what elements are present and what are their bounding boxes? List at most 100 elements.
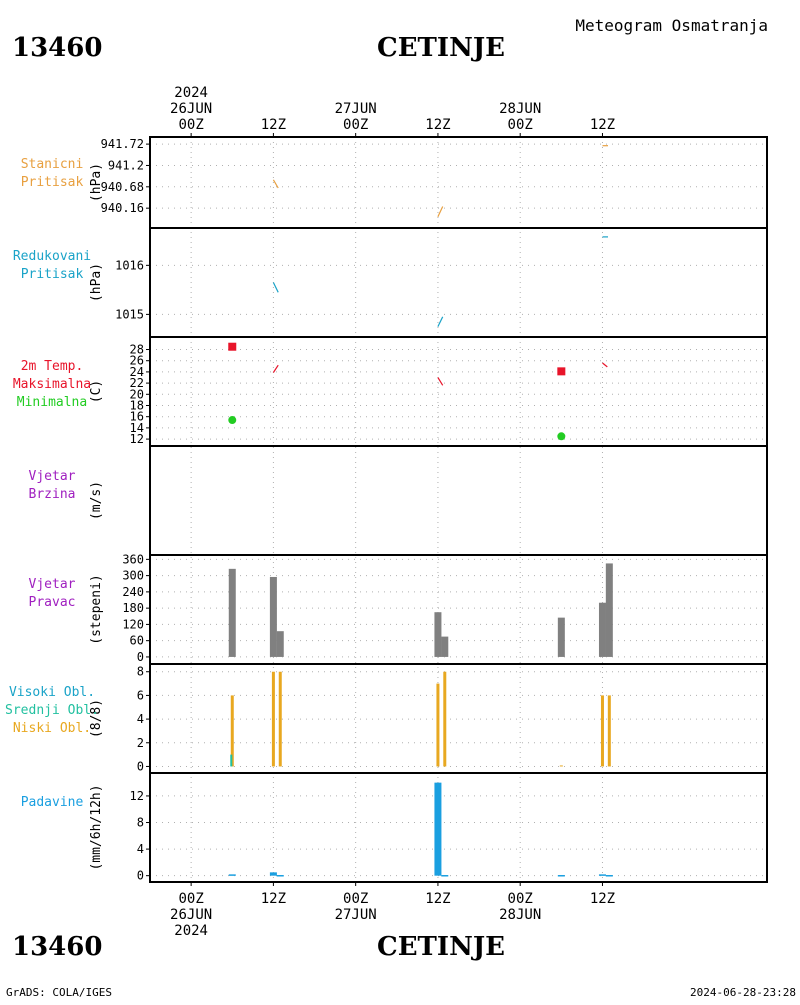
panel-label: Pritisak [21,267,84,282]
panel-label: 2m Temp. [21,359,84,374]
y-tick-label: 14 [130,421,144,435]
series-segment [437,377,444,386]
time-tick-label-bottom: 12Z [425,891,450,907]
precip-bar [441,875,449,877]
precip-bar [557,875,565,877]
time-tick-label-top: 28JUN [499,101,541,117]
y-tick-label: 26 [130,354,144,368]
time-tick-label-top: 27JUN [335,101,377,117]
low-cloud-bar [271,671,275,767]
y-axis-label: (C) [89,380,104,403]
y-tick-label: 4 [137,842,144,856]
y-axis-label: (m/s) [89,481,104,520]
panel-label: Pravac [29,595,76,610]
low-cloud-bar [436,683,440,767]
y-axis-label: (8/8) [89,699,104,738]
y-axis-label: (mm/6h/12h) [89,784,104,870]
panel-frame [149,445,768,556]
wind-direction-bar [598,602,606,657]
mid-cloud-bar [230,754,233,767]
series-segment [602,362,608,368]
time-tick-label-top: 00Z [508,117,533,133]
time-tick-label-top: 12Z [590,117,615,133]
low-cloud-bar [607,695,611,767]
series-segment [272,364,279,373]
y-tick-label: 60 [130,634,144,648]
station-name-bottom: CETINJE [377,932,505,962]
series-segment [272,282,279,293]
y-tick-label: 20 [130,387,144,401]
panel-label: Niski Obl. [13,721,91,736]
time-tick-label-top: 12Z [425,117,450,133]
panel-frame [149,772,768,883]
y-axis-label: (hPa) [89,163,104,202]
panel-frame [149,554,768,665]
panel-frame [149,227,768,338]
y-tick-label: 6 [137,688,144,702]
panel-label: Visoki Obl. [9,685,95,700]
y-axis-label: (hPa) [89,263,104,302]
wind-direction-bar [557,617,565,657]
y-tick-label: 16 [130,410,144,424]
y-tick-label: 8 [137,816,144,830]
y-tick-label: 12 [130,432,144,446]
low-cloud-bar [600,695,604,767]
y-tick-label: 300 [122,569,144,583]
y-tick-label: 941.2 [108,158,144,172]
panel-label: Minimalna [17,395,87,410]
wind-direction-bar [276,631,284,657]
y-tick-label: 1015 [115,307,144,321]
panel-label: Srednji Obl. [5,703,99,718]
time-tick-label-bottom: 27JUN [335,907,377,923]
time-tick-label-bottom: 26JUN [170,907,212,923]
time-tick-label-bottom: 28JUN [499,907,541,923]
time-tick-label-top: 00Z [343,117,368,133]
y-tick-label: 940.68 [101,180,144,194]
max-temp-marker [557,367,566,376]
time-tick-label-bottom: 12Z [590,891,615,907]
y-tick-label: 12 [130,789,144,803]
y-tick-label: 24 [130,365,144,379]
station-id-top: 13460 [12,33,102,63]
y-tick-label: 2 [137,736,144,750]
y-tick-label: 0 [137,869,144,883]
y-tick-label: 240 [122,585,144,599]
panel-label: Stanicni [21,157,84,172]
series-segment [437,316,444,327]
panel-frame [149,663,768,774]
panel-frame [149,136,768,229]
wind-direction-bar [605,563,613,657]
low-cloud-bar [278,671,282,767]
time-tick-label-top: 12Z [261,117,286,133]
precip-bar [269,872,277,876]
time-tick-label-bottom: 12Z [261,891,286,907]
wind-direction-bar [228,568,236,657]
time-tick-label-top: 00Z [178,117,203,133]
time-tick-label-bottom: 2024 [174,923,208,939]
low-cloud-bar [443,671,447,767]
time-tick-label-bottom: 00Z [508,891,533,907]
precip-bar [598,874,606,876]
time-tick-label-bottom: 00Z [178,891,203,907]
panel-label: Padavine [21,795,84,810]
panel-label: Brzina [29,487,76,502]
min-temp-marker [228,416,237,425]
wind-direction-bar [441,636,449,657]
wind-direction-bar [434,612,442,657]
time-tick-label-bottom: 00Z [343,891,368,907]
precip-bar [276,875,284,877]
panel-label: Redukovani [13,249,91,264]
y-tick-label: 120 [122,617,144,631]
y-tick-label: 360 [122,552,144,566]
time-tick-label-top: 26JUN [170,101,212,117]
footer-timestamp: 2024-06-28-23:28 [690,986,796,999]
series-segment [437,206,444,218]
station-id-bottom: 13460 [12,932,102,962]
time-tick-label-top: 2024 [174,85,208,101]
precip-bar [605,875,613,877]
y-axis-label: (stepeni) [89,574,104,644]
wind-direction-bar [269,576,277,657]
station-name-top: CETINJE [377,33,505,63]
